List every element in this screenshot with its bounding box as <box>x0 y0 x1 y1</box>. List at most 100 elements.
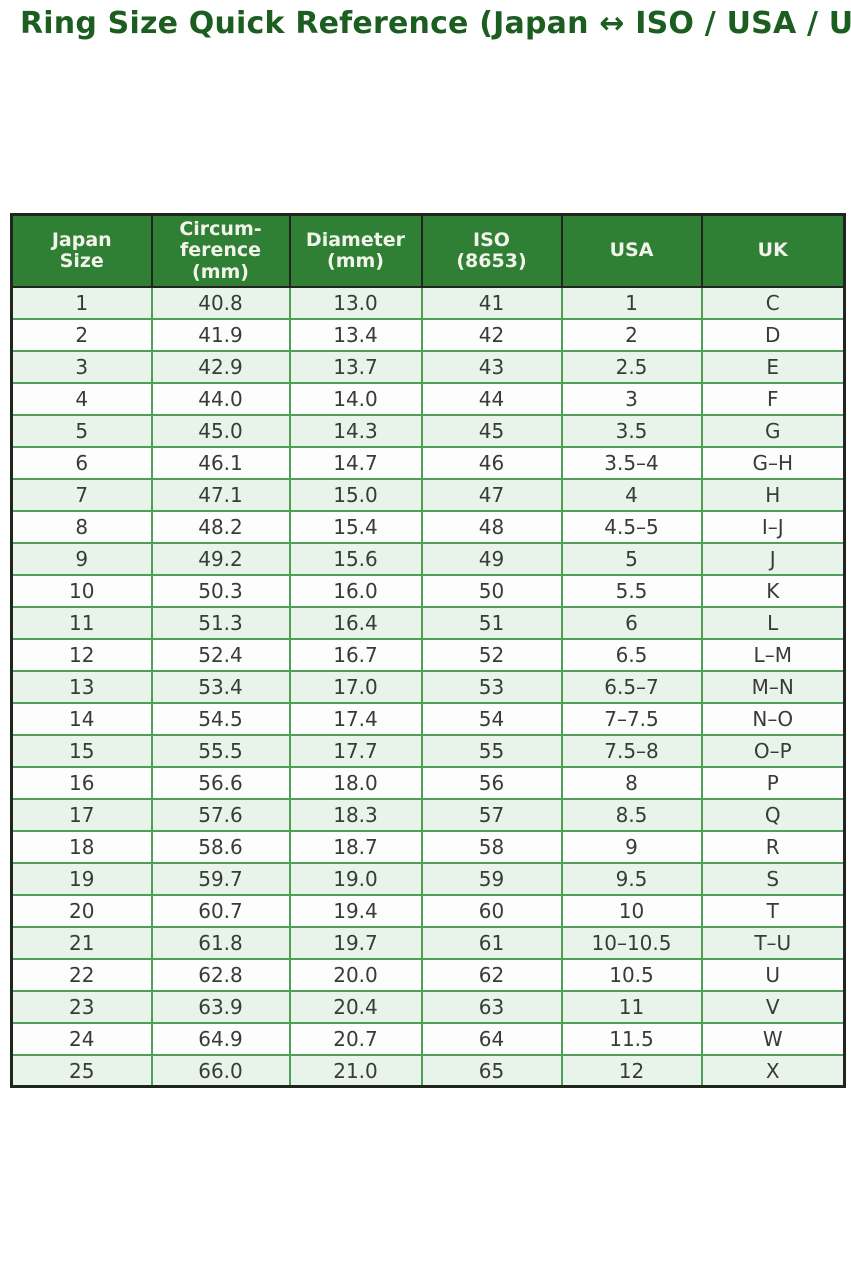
table-cell-iso-8653: 65 <box>420 1053 563 1088</box>
table-cell-japan-size: 13 <box>10 669 153 704</box>
table-cell-japan-size: 20 <box>10 893 153 928</box>
table-cell-circumference-mm: 44.0 <box>150 381 291 416</box>
table-cell-usa: 9.5 <box>560 861 703 896</box>
header-cell-japan-size: Japan Size <box>10 213 153 288</box>
header-cell-uk: UK <box>700 213 846 288</box>
table-header-row: Japan Size Circum- ference (mm) Diameter (… <box>10 213 846 288</box>
table-cell-circumference-mm: 45.0 <box>150 413 291 448</box>
table-cell-iso-8653: 64 <box>420 1021 563 1056</box>
table-cell-usa: 12 <box>560 1053 703 1088</box>
table-cell-usa: 8.5 <box>560 797 703 832</box>
table-row: 18 58.6 18.7 58 9 R <box>10 829 846 864</box>
table-row: 24 64.9 20.7 64 11.5 W <box>10 1021 846 1056</box>
table-row: 22 62.8 20.0 62 10.5 U <box>10 957 846 992</box>
table-cell-iso-8653: 54 <box>420 701 563 736</box>
table-cell-japan-size: 24 <box>10 1021 153 1056</box>
table-cell-uk: G–H <box>700 445 846 480</box>
table-cell-japan-size: 10 <box>10 573 153 608</box>
table-cell-diameter-mm: 13.4 <box>288 317 423 352</box>
table-row: 3 42.9 13.7 43 2.5 E <box>10 349 846 384</box>
table-cell-diameter-mm: 13.7 <box>288 349 423 384</box>
table-cell-japan-size: 22 <box>10 957 153 992</box>
table-cell-uk: T <box>700 893 846 928</box>
table-cell-uk: Q <box>700 797 846 832</box>
table-cell-circumference-mm: 53.4 <box>150 669 291 704</box>
table-cell-usa: 5.5 <box>560 573 703 608</box>
table-cell-iso-8653: 43 <box>420 349 563 384</box>
table-cell-japan-size: 6 <box>10 445 153 480</box>
table-cell-uk: L <box>700 605 846 640</box>
table-cell-diameter-mm: 18.0 <box>288 765 423 800</box>
table-cell-uk: H <box>700 477 846 512</box>
table-cell-circumference-mm: 47.1 <box>150 477 291 512</box>
table-cell-usa: 6 <box>560 605 703 640</box>
table-cell-uk: X <box>700 1053 846 1088</box>
table-cell-uk: G <box>700 413 846 448</box>
table-cell-circumference-mm: 46.1 <box>150 445 291 480</box>
table-cell-usa: 7–7.5 <box>560 701 703 736</box>
table-cell-uk: M–N <box>700 669 846 704</box>
table-cell-iso-8653: 52 <box>420 637 563 672</box>
table-cell-japan-size: 18 <box>10 829 153 864</box>
table-cell-uk: I–J <box>700 509 846 544</box>
table-row: 16 56.6 18.0 56 8 P <box>10 765 846 800</box>
table-cell-japan-size: 3 <box>10 349 153 384</box>
table-cell-circumference-mm: 57.6 <box>150 797 291 832</box>
table-cell-usa: 3.5–4 <box>560 445 703 480</box>
table-row: 20 60.7 19.4 60 10 T <box>10 893 846 928</box>
table-cell-japan-size: 17 <box>10 797 153 832</box>
table-row: 14 54.5 17.4 54 7–7.5 N–O <box>10 701 846 736</box>
table-cell-diameter-mm: 15.4 <box>288 509 423 544</box>
table-cell-circumference-mm: 48.2 <box>150 509 291 544</box>
table-cell-diameter-mm: 20.7 <box>288 1021 423 1056</box>
table-cell-diameter-mm: 14.3 <box>288 413 423 448</box>
table-cell-japan-size: 11 <box>10 605 153 640</box>
table-cell-uk: K <box>700 573 846 608</box>
table-cell-usa: 4.5–5 <box>560 509 703 544</box>
table-row: 2 41.9 13.4 42 2 D <box>10 317 846 352</box>
table-cell-japan-size: 7 <box>10 477 153 512</box>
table-cell-japan-size: 8 <box>10 509 153 544</box>
header-cell-circumference-mm: Circum- ference (mm) <box>150 213 291 288</box>
table-cell-usa: 9 <box>560 829 703 864</box>
table-cell-iso-8653: 57 <box>420 797 563 832</box>
table-cell-circumference-mm: 59.7 <box>150 861 291 896</box>
table-cell-iso-8653: 46 <box>420 445 563 480</box>
table-cell-usa: 10–10.5 <box>560 925 703 960</box>
table-cell-uk: V <box>700 989 846 1024</box>
table-cell-usa: 2 <box>560 317 703 352</box>
table-cell-diameter-mm: 18.3 <box>288 797 423 832</box>
table-cell-circumference-mm: 56.6 <box>150 765 291 800</box>
table-cell-uk: U <box>700 957 846 992</box>
table-cell-diameter-mm: 19.4 <box>288 893 423 928</box>
ring-size-table-container: Japan Size Circum- ference (mm) Diameter (… <box>10 213 846 1089</box>
table-cell-uk: L–M <box>700 637 846 672</box>
table-cell-iso-8653: 49 <box>420 541 563 576</box>
table-cell-iso-8653: 61 <box>420 925 563 960</box>
table-cell-diameter-mm: 20.0 <box>288 957 423 992</box>
table-cell-usa: 8 <box>560 765 703 800</box>
table-cell-iso-8653: 42 <box>420 317 563 352</box>
table-row: 11 51.3 16.4 51 6 L <box>10 605 846 640</box>
table-cell-usa: 10.5 <box>560 957 703 992</box>
table-cell-uk: P <box>700 765 846 800</box>
table-cell-iso-8653: 45 <box>420 413 563 448</box>
table-cell-japan-size: 19 <box>10 861 153 896</box>
table-cell-japan-size: 14 <box>10 701 153 736</box>
table-row: 19 59.7 19.0 59 9.5 S <box>10 861 846 896</box>
table-cell-usa: 5 <box>560 541 703 576</box>
table-cell-iso-8653: 51 <box>420 605 563 640</box>
header-cell-usa: USA <box>560 213 703 288</box>
table-cell-circumference-mm: 63.9 <box>150 989 291 1024</box>
table-cell-usa: 11.5 <box>560 1021 703 1056</box>
table-cell-diameter-mm: 16.7 <box>288 637 423 672</box>
table-cell-diameter-mm: 15.6 <box>288 541 423 576</box>
table-cell-circumference-mm: 66.0 <box>150 1053 291 1088</box>
table-cell-circumference-mm: 49.2 <box>150 541 291 576</box>
table-cell-japan-size: 12 <box>10 637 153 672</box>
table-cell-japan-size: 5 <box>10 413 153 448</box>
table-cell-iso-8653: 47 <box>420 477 563 512</box>
table-row: 12 52.4 16.7 52 6.5 L–M <box>10 637 846 672</box>
table-cell-usa: 2.5 <box>560 349 703 384</box>
